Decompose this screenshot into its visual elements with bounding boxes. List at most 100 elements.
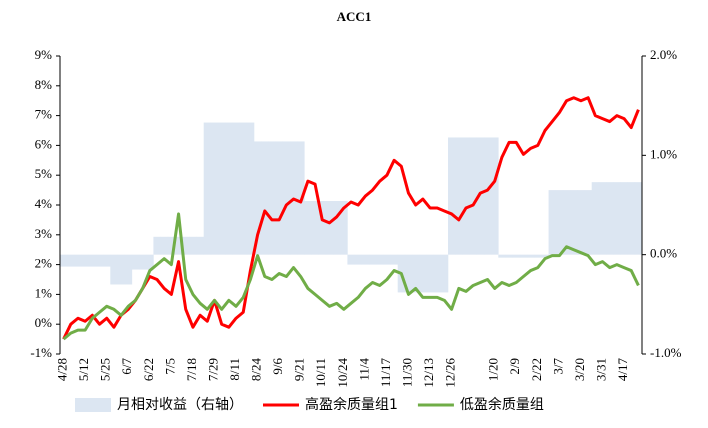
x-tick-label: 7/5 (162, 358, 177, 375)
y-tick-label: 3% (35, 226, 53, 241)
bar (634, 182, 643, 255)
bar (534, 254, 542, 258)
bar (491, 137, 499, 255)
bar (412, 254, 420, 293)
line (62, 212, 640, 341)
bar (139, 254, 147, 270)
y-tick-label: -1% (30, 345, 52, 360)
bar (88, 254, 97, 267)
bar (627, 182, 636, 255)
bar (404, 254, 413, 293)
bar (325, 201, 334, 255)
bar (541, 254, 549, 258)
bar (440, 254, 449, 293)
bar (117, 254, 125, 285)
x-tick-label: 1/20 (486, 358, 501, 381)
bar (160, 236, 169, 255)
x-tick-label: 10/11 (313, 358, 328, 387)
bar (318, 201, 327, 255)
bar (476, 137, 485, 255)
bar (368, 254, 377, 265)
x-tick-label: 4/17 (615, 358, 630, 382)
y2-tick-label: 2.0% (650, 47, 677, 62)
bar (261, 141, 269, 255)
bar (67, 254, 75, 267)
x-tick-label: 10/24 (335, 358, 350, 388)
bar (448, 137, 456, 255)
bar (419, 254, 427, 293)
bar (469, 137, 478, 255)
bar (347, 254, 355, 265)
bar (570, 190, 578, 255)
legend-label: 月相对收益（右轴） (117, 397, 243, 413)
bar (174, 236, 183, 255)
x-tick-label: 9/6 (270, 358, 285, 375)
x-tick-label: 9/21 (292, 358, 307, 381)
bar (361, 254, 370, 265)
bar (548, 190, 557, 255)
y-tick-label: 5% (35, 166, 53, 181)
bar (182, 236, 190, 255)
x-tick-label: 3/31 (593, 358, 608, 381)
bar (232, 122, 240, 255)
bar (584, 190, 593, 255)
y-tick-label: 6% (35, 136, 53, 151)
bar (275, 141, 284, 255)
x-tick-label: 6/22 (141, 358, 156, 381)
bar (455, 137, 463, 255)
bar (103, 254, 111, 267)
bar (189, 236, 197, 255)
x-tick-label: 7/29 (205, 358, 220, 381)
bar (383, 254, 391, 265)
x-tick-label: 8/24 (249, 358, 264, 382)
bar (81, 254, 90, 267)
line (62, 96, 640, 340)
bar (505, 254, 513, 258)
bar (153, 236, 161, 255)
bar (167, 236, 176, 255)
bar (210, 122, 219, 255)
x-tick-label: 7/18 (184, 358, 199, 381)
x-tick-label: 12/13 (421, 358, 436, 388)
bar (333, 201, 341, 255)
bar (562, 190, 571, 255)
bar (433, 254, 442, 293)
y2-tick-label: 0.0% (650, 246, 677, 261)
y2-tick-label: -1.0% (650, 345, 682, 360)
bar (246, 122, 255, 255)
bar (131, 254, 140, 270)
x-tick-label: 2/22 (529, 358, 544, 381)
x-tick-label: 2/9 (507, 358, 522, 375)
bar (376, 254, 384, 265)
bar (354, 254, 363, 265)
bar (598, 182, 607, 255)
x-tick-label: 5/25 (98, 358, 113, 381)
bar (613, 182, 621, 255)
bar (146, 254, 154, 270)
x-tick-label: 5/12 (76, 358, 91, 381)
bar (304, 201, 312, 255)
bar (462, 137, 470, 255)
bar (483, 137, 492, 255)
bar (527, 254, 535, 258)
bar (577, 190, 585, 255)
legend-label: 高盈余质量组1 (305, 396, 398, 413)
bar (426, 254, 434, 293)
bar (124, 254, 133, 285)
bar (254, 141, 262, 255)
legend-swatch (75, 398, 111, 412)
bar (225, 122, 233, 255)
bar (512, 254, 521, 258)
legend-label: 低盈余质量组 (460, 396, 544, 413)
bar (110, 254, 118, 285)
bar (282, 141, 291, 255)
y-tick-label: 1% (35, 285, 53, 300)
bar (203, 122, 212, 255)
bar (311, 201, 319, 255)
x-tick-label: 3/7 (550, 358, 565, 375)
y-tick-label: 2% (35, 256, 53, 271)
bar (218, 122, 226, 255)
x-tick-label: 3/20 (572, 358, 587, 381)
bar (60, 254, 68, 267)
